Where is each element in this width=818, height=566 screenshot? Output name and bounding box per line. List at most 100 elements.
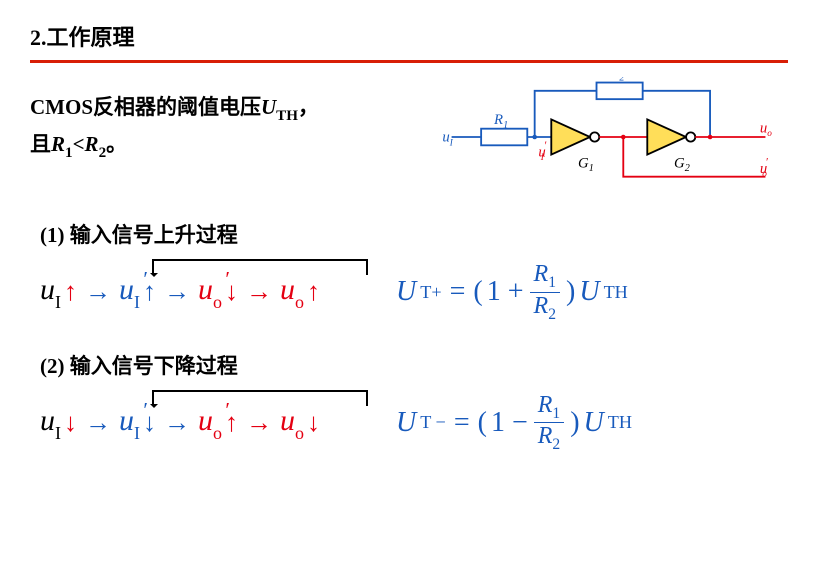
signal-chain-down: uI↓ → u′I↓ → u′o↑ → uo↓ [40, 404, 320, 442]
sub-I: I [55, 292, 61, 312]
intro-text: CMOS反相器的阈值电压UTH， 且R1<R2。 [30, 91, 409, 164]
sub-th: TH [604, 282, 628, 303]
sub-2: 2 [99, 145, 107, 161]
rp: ) [570, 407, 579, 439]
intro-part-2a: 且 [30, 132, 51, 156]
link-arrow: → [246, 408, 272, 438]
link-arrow: → [246, 277, 272, 307]
eq: = [454, 407, 470, 439]
divider [30, 60, 788, 63]
var-U: U [584, 407, 604, 439]
section-title: 2.工作原理 [30, 20, 788, 52]
var-u: u [280, 404, 295, 437]
fraction: R1 R2 [534, 392, 564, 455]
inverter-g1 [551, 119, 599, 154]
subheading-2: (2) 输入信号下降过程 [40, 350, 788, 380]
feedback-bracket [152, 259, 368, 275]
r1-label: R [493, 112, 503, 128]
sub-2: 2 [548, 306, 556, 323]
g1-sub: 1 [589, 163, 594, 174]
sub-o: o [213, 423, 222, 443]
var-U: U [396, 407, 416, 439]
var-R2: R [85, 132, 99, 156]
ui-sub: I [449, 137, 454, 147]
sub-2: 2 [552, 436, 560, 453]
signal-chain-up: uI↑ → u′I↑ → u′o↓ → uo↑ [40, 273, 320, 311]
link-arrow: → [85, 408, 111, 438]
arrow-up-icon: ↑ [64, 279, 77, 305]
sub-I: I [134, 292, 140, 312]
lt: < [73, 132, 85, 156]
sub-th: TH [608, 412, 632, 433]
g2-sub: 2 [685, 163, 690, 174]
svg-text:G2: G2 [674, 155, 690, 174]
var-R: R [534, 261, 549, 287]
sub-I: I [55, 423, 61, 443]
one-plus: 1 + [487, 276, 524, 308]
var-U: U [261, 95, 276, 119]
circuit-diagram: R2 R1 G1 G2 uI u′I uo u [429, 77, 788, 197]
var-R: R [538, 423, 553, 449]
var-u: u [40, 404, 55, 437]
uo-sub: o [767, 128, 772, 138]
link-arrow: → [164, 408, 190, 438]
sub-1: 1 [65, 145, 73, 161]
svg-text:uo: uo [760, 120, 772, 138]
var-u: u [198, 273, 213, 306]
uop-sub: o [762, 169, 767, 179]
arrow-down-icon: ↓ [64, 410, 77, 436]
one-minus: 1 − [491, 407, 528, 439]
link-arrow: → [85, 277, 111, 307]
svg-text:G1: G1 [578, 155, 594, 174]
svg-text:uI: uI [442, 130, 453, 148]
chain-row-1: uI↑ → u′I↑ → u′o↓ → uo↑ UT+ = (1 + R1 R2… [40, 261, 788, 324]
inverter-g2 [647, 119, 695, 154]
svg-text:u′I: u′I [538, 140, 547, 162]
sub-tminus: T − [420, 412, 446, 433]
r2-sub: 2 [619, 77, 624, 84]
intro-part-1b: ， [298, 95, 319, 119]
subheading-1: (1) 输入信号上升过程 [40, 219, 788, 249]
rp: ) [566, 276, 575, 308]
g1-label: G [578, 155, 589, 171]
var-R: R [534, 293, 549, 319]
r2-label: R [609, 77, 619, 81]
formula-ut-plus: UT+ = (1 + R1 R2 )UTH [396, 261, 628, 324]
sub-o: o [213, 292, 222, 312]
var-U: U [579, 276, 599, 308]
sub-tplus: T+ [420, 282, 441, 303]
chain-row-2: uI↓ → u′I↓ → u′o↑ → uo↓ UT − = (1 − R1 R… [40, 392, 788, 455]
feedback-bracket [152, 390, 368, 406]
g2-label: G [674, 155, 685, 171]
link-arrow: → [164, 277, 190, 307]
eq: = [450, 276, 466, 308]
sub-th: TH [276, 108, 298, 124]
svg-text:u′o: u′o [760, 157, 769, 179]
var-u: u [119, 273, 134, 306]
var-R: R [538, 392, 553, 418]
intro-part-2b: 。 [106, 132, 127, 156]
var-R1: R [51, 132, 65, 156]
formula-ut-minus: UT − = (1 − R1 R2 )UTH [396, 392, 632, 455]
arrow-up-icon: ↑ [307, 279, 320, 305]
fraction: R1 R2 [530, 261, 560, 324]
svg-text:R1: R1 [493, 112, 508, 131]
var-u: u [198, 404, 213, 437]
var-U: U [396, 276, 416, 308]
r1-sub: 1 [503, 120, 508, 131]
sub-I: I [134, 423, 140, 443]
intro-row: CMOS反相器的阈值电压UTH， 且R1<R2。 R2 R1 G1 [30, 91, 788, 197]
sub-o: o [295, 292, 304, 312]
sub-1: 1 [552, 404, 560, 421]
sub-o: o [295, 423, 304, 443]
lp: ( [473, 276, 482, 308]
lp: ( [478, 407, 487, 439]
var-u: u [119, 404, 134, 437]
uo-label: u [760, 120, 767, 136]
var-u: u [40, 273, 55, 306]
arrow-down-icon: ↓ [307, 410, 320, 436]
intro-part-1: CMOS反相器的阈值电压 [30, 95, 261, 119]
ui-label: u [442, 130, 449, 146]
sub-1: 1 [548, 274, 556, 291]
var-u: u [280, 273, 295, 306]
